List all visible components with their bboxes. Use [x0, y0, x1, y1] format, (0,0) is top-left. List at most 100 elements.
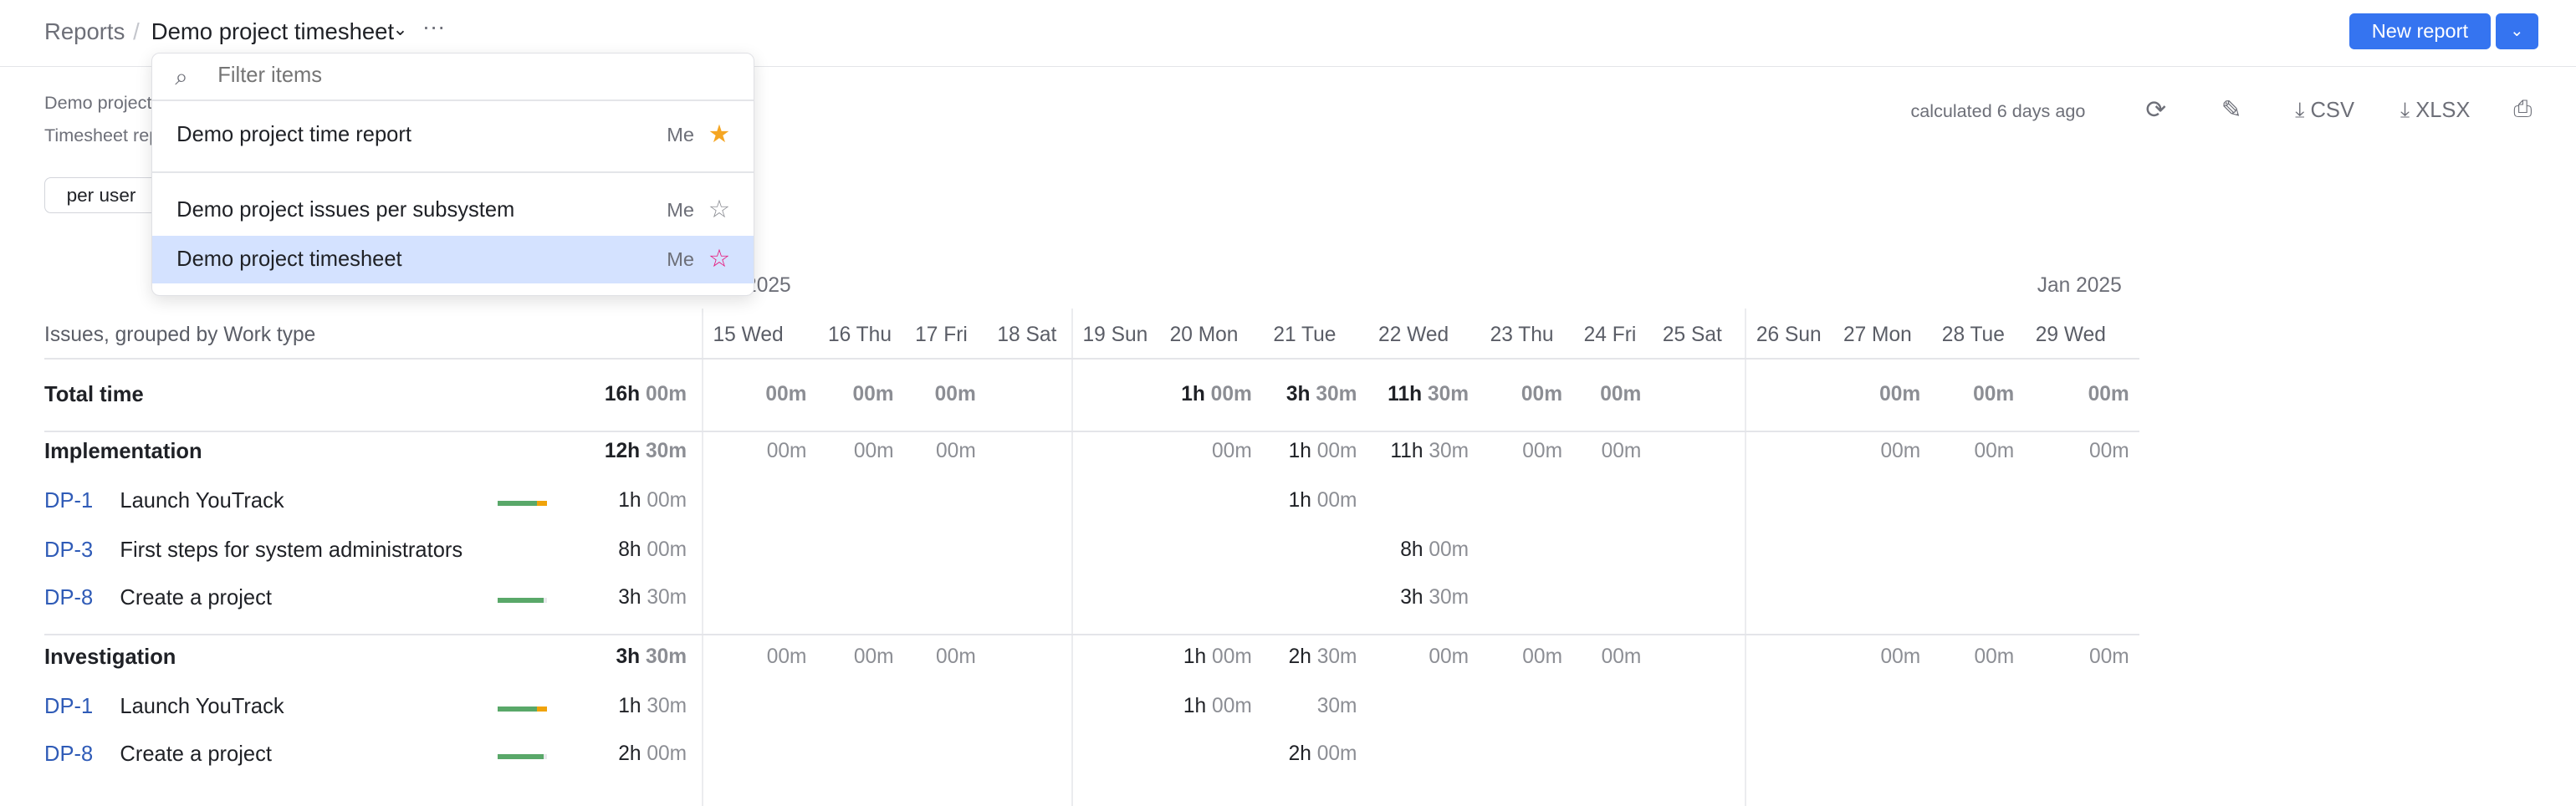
column-divider	[1745, 309, 1747, 806]
report-title[interactable]: Demo project timesheet	[151, 18, 395, 44]
time-cell: 00m	[1521, 382, 1563, 406]
group-name: Total time	[44, 382, 144, 406]
new-report-menu-button[interactable]: ⌄	[2495, 13, 2538, 49]
time-cell: 1h 00m	[1288, 440, 1357, 463]
time-cell: 00m	[853, 440, 894, 463]
export-csv-button[interactable]: ⤓ CSV	[2295, 99, 2354, 124]
time-cell: 2h 00m	[1288, 742, 1357, 765]
xlsx-label: XLSX	[2415, 98, 2471, 122]
time-bar-overtime	[537, 706, 548, 712]
issue-summary[interactable]: Create a project	[120, 742, 272, 766]
column-divider	[1071, 309, 1073, 806]
issue-key-link[interactable]: DP-8	[44, 586, 94, 610]
issue-key-link[interactable]: DP-3	[44, 538, 94, 563]
day-header: 15 Wed	[713, 323, 784, 346]
print-icon[interactable]: ⎙	[2513, 94, 2533, 121]
time-cell: 00m	[2088, 440, 2129, 463]
breadcrumb-separator: /	[133, 18, 140, 44]
issue-summary[interactable]: Launch YouTrack	[120, 489, 284, 513]
dropdown-item-selected[interactable]: Demo project timesheet Me ☆	[151, 235, 754, 283]
issue-summary[interactable]: Launch YouTrack	[120, 694, 284, 718]
time-cell: 00m	[1601, 645, 1642, 668]
pencil-icon[interactable]: ✎	[2221, 95, 2242, 124]
day-header: 27 Mon	[1843, 323, 1912, 346]
csv-label: CSV	[2310, 98, 2354, 122]
time-cell: 00m	[936, 440, 976, 463]
refresh-icon[interactable]: ⟳	[2145, 95, 2167, 124]
download-icon: ⤓	[2295, 98, 2305, 122]
time-cell: 11h 30m	[1390, 440, 1469, 463]
day-header: 21 Tue	[1273, 323, 1337, 346]
more-icon[interactable]: ···	[422, 13, 446, 39]
day-header: 23 Thu	[1490, 323, 1554, 346]
issue-summary[interactable]: Create a project	[120, 586, 272, 610]
top-bar	[0, 0, 2576, 67]
time-cell: 00m	[1600, 382, 1642, 406]
day-header: 24 Fri	[1583, 323, 1637, 346]
time-bar-done	[498, 598, 544, 603]
issue-summary[interactable]: First steps for system administrators	[120, 538, 463, 563]
filter-input[interactable]	[214, 61, 714, 89]
time-cell: 00m	[2088, 382, 2129, 406]
calculated-status: calculated 6 days ago	[1910, 99, 2086, 121]
time-cell: 1h 00m	[1183, 645, 1252, 668]
time-cell: 00m	[1601, 440, 1642, 463]
row-total: 3h 30m	[618, 586, 687, 610]
row-total: 8h 00m	[618, 538, 687, 562]
time-cell: 30m	[1316, 694, 1357, 717]
month-label: Jan 2025	[2037, 274, 2122, 298]
time-cell: 00m	[1973, 382, 2015, 406]
row-total: 12h 30m	[604, 440, 687, 463]
issue-key-link[interactable]: DP-1	[44, 489, 94, 513]
group-by-user-button[interactable]: per user	[44, 177, 158, 214]
report-switcher-dropdown: ⌕ Demo project time report Me ★ Demo pro…	[151, 52, 754, 296]
issue-key-link[interactable]: DP-1	[44, 694, 94, 718]
day-header: 19 Sun	[1082, 323, 1148, 346]
time-cell: 00m	[1212, 440, 1252, 463]
star-outline-icon[interactable]: ☆	[708, 244, 731, 273]
time-cell: 1h 00m	[1183, 694, 1252, 717]
item-label: Demo project time report	[176, 122, 411, 146]
star-outline-icon[interactable]: ☆	[708, 195, 731, 223]
item-owner: Me	[667, 123, 694, 145]
issue-key-link[interactable]: DP-8	[44, 742, 94, 766]
time-cell: 8h 00m	[1400, 538, 1469, 562]
time-cell: 00m	[852, 382, 894, 406]
time-cell: 00m	[1522, 645, 1563, 668]
time-cell: 00m	[2088, 645, 2129, 668]
row-total: 2h 00m	[618, 742, 687, 765]
star-filled-icon[interactable]: ★	[708, 120, 731, 148]
item-owner: Me	[667, 198, 694, 221]
project-name: Demo project	[44, 92, 152, 113]
time-cell: 3h 30m	[1400, 586, 1469, 610]
column-divider	[701, 309, 703, 806]
day-header: 16 Thu	[828, 323, 892, 346]
download-icon: ⤓	[2400, 98, 2410, 122]
item-owner: Me	[667, 247, 694, 270]
day-header: 26 Sun	[1756, 323, 1822, 346]
time-cell: 00m	[1522, 440, 1563, 463]
day-header: 22 Wed	[1378, 323, 1449, 346]
row-divider	[44, 430, 2139, 432]
time-cell: 1h 00m	[1288, 489, 1357, 513]
export-xlsx-button[interactable]: ⤓ XLSX	[2400, 99, 2471, 124]
breadcrumb-reports[interactable]: Reports	[44, 18, 125, 44]
day-header: 18 Sat	[997, 323, 1057, 346]
row-divider	[44, 634, 2139, 636]
divider	[151, 99, 754, 101]
new-report-button[interactable]: New report	[2349, 13, 2491, 49]
day-header: 20 Mon	[1169, 323, 1239, 346]
time-cell: 2h 30m	[1288, 645, 1357, 668]
day-header: 25 Sat	[1662, 323, 1722, 346]
time-cell: 1h 00m	[1181, 382, 1252, 406]
chevron-down-icon[interactable]: ⌄	[392, 18, 408, 39]
item-label: Demo project timesheet	[176, 247, 402, 271]
dropdown-item[interactable]: Demo project time report Me ★	[152, 111, 754, 159]
day-header: 17 Fri	[915, 323, 968, 346]
dropdown-item[interactable]: Demo project issues per subsystem Me ☆	[152, 186, 754, 234]
time-cell: 00m	[1879, 382, 1921, 406]
item-label: Demo project issues per subsystem	[176, 197, 515, 222]
row-total: 16h 00m	[604, 382, 687, 406]
row-divider	[44, 358, 2139, 360]
divider	[151, 171, 754, 174]
